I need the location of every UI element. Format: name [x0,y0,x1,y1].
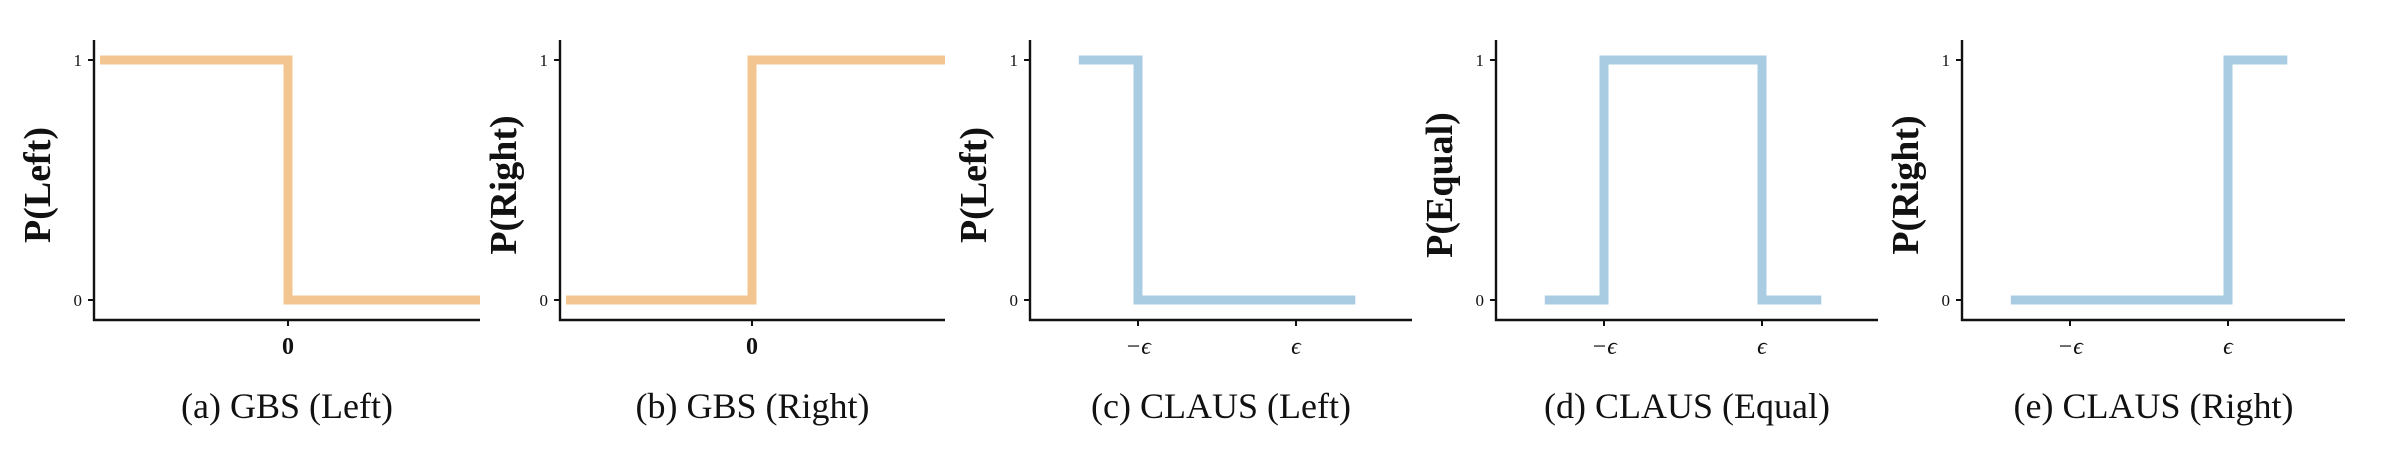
y-tick-label: 0 [1942,291,1951,310]
chart-panel-4: 1 0 −ϵ ϵ P(Equal) (d) CLAUS (Equal) [1419,40,1878,426]
x-tick-label: −ϵ [2057,334,2084,360]
y-axis-label: P(Left) [17,127,59,243]
series-line [566,55,945,305]
series-line [100,55,480,305]
series-line [1544,55,1822,305]
x-tick-label: −ϵ [1591,334,1618,360]
x-tick-label: 0 [282,334,294,360]
y-tick-label: 0 [74,291,83,310]
y-tick-label: 0 [1010,291,1019,310]
axes [1960,40,2345,322]
panel-caption: (a) GBS (Left) [181,386,393,426]
panel-caption: (e) CLAUS (Right) [2014,386,2294,426]
y-axis-label: P(Equal) [1419,112,1461,258]
y-axis-label: P(Right) [1885,115,1927,254]
x-tick-label: ϵ [1757,334,1768,360]
axes [1494,40,1878,322]
x-tick-label: 0 [746,334,758,360]
axes [92,40,480,322]
chart-panel-3: 1 0 −ϵ ϵ P(Left) (c) CLAUS (Left) [953,40,1412,426]
axes [1028,40,1412,322]
panel-caption: (b) GBS (Right) [636,386,870,426]
chart-panel-5: 1 0 −ϵ ϵ P(Right) (e) CLAUS (Right) [1885,40,2345,426]
y-tick-label: 1 [74,51,83,70]
y-axis-label: P(Left) [953,127,995,243]
chart-panel-2: 1 0 0 P(Right) (b) GBS (Right) [483,40,945,426]
y-axis-label: P(Right) [483,115,525,254]
y-tick-label: 1 [1476,51,1485,70]
panel-caption: (d) CLAUS (Equal) [1544,386,1830,426]
x-tick-label: ϵ [1291,334,1302,360]
y-tick-label: 1 [540,51,549,70]
y-tick-label: 0 [1476,291,1485,310]
series-line [2010,55,2288,305]
panel-caption: (c) CLAUS (Left) [1091,386,1351,426]
y-tick-label: 1 [1010,51,1019,70]
y-tick-label: 1 [1942,51,1951,70]
x-tick-label: −ϵ [1125,334,1152,360]
series-line [1078,55,1356,305]
axes [558,40,945,322]
x-tick-label: ϵ [2223,334,2234,360]
chart-panel-1: 1 0 0 P(Left) (a) GBS (Left) [17,40,480,426]
y-tick-label: 0 [540,291,549,310]
